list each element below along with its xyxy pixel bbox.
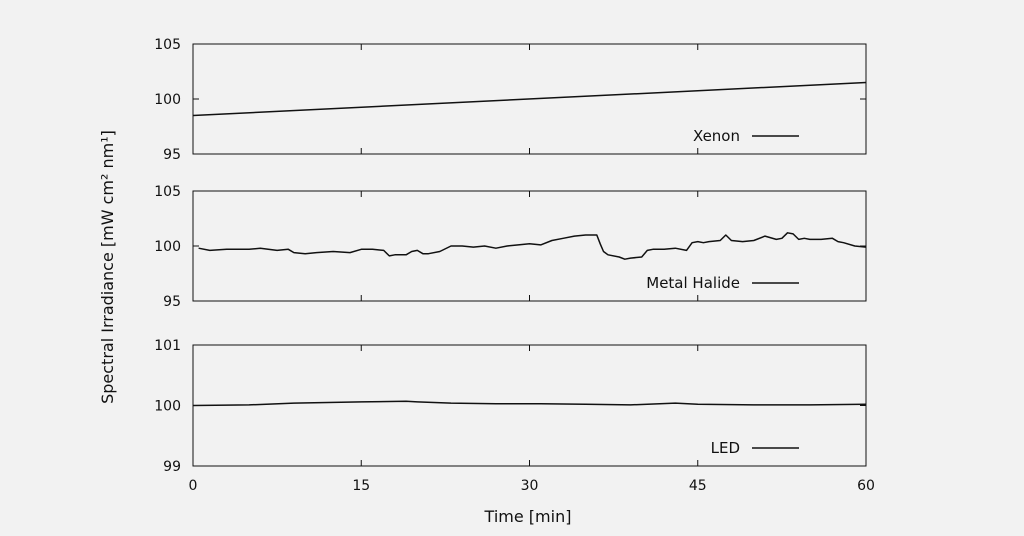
y-tick-label: 100 (154, 399, 181, 415)
series-line-metal-halide (198, 232, 867, 260)
series-line-xenon (192, 81, 867, 117)
legend-label: Metal Halide (646, 274, 740, 292)
x-tick-label: 0 (189, 478, 198, 494)
x-axis: 0 15 30 45 60 (189, 478, 875, 494)
x-tick-label: 30 (521, 478, 539, 494)
y-tick-label: 95 (163, 147, 181, 163)
legend-label: Xenon (693, 127, 740, 145)
y-tick-label: 100 (154, 92, 181, 108)
y-tick-label: 101 (154, 338, 181, 354)
y-tick-label: 105 (154, 184, 181, 200)
x-tick-label: 60 (857, 478, 875, 494)
panel-frame (192, 190, 867, 302)
panel-1: 95 100 105 Xenon (154, 37, 867, 163)
y-tick-label: 95 (163, 294, 181, 310)
x-tick-label: 45 (689, 478, 707, 494)
panel-2: 95 100 105 Metal Halide (154, 184, 867, 310)
y-tick-label: 99 (163, 459, 181, 475)
series-line-led (192, 400, 867, 407)
y-axis-label: Spectral Irradiance [mW cm² nm¹] (98, 130, 117, 404)
panels: 95 100 105 Xenon 95 100 105 Metal Halide 99 100 10… (154, 37, 867, 475)
y-tick-label: 105 (154, 37, 181, 53)
y-tick-label: 100 (154, 239, 181, 255)
x-axis-label: Time [min] (484, 507, 572, 526)
legend-label: LED (711, 439, 740, 457)
x-tick-label: 15 (352, 478, 370, 494)
panel-3: 99 100 101 LED (154, 338, 867, 475)
